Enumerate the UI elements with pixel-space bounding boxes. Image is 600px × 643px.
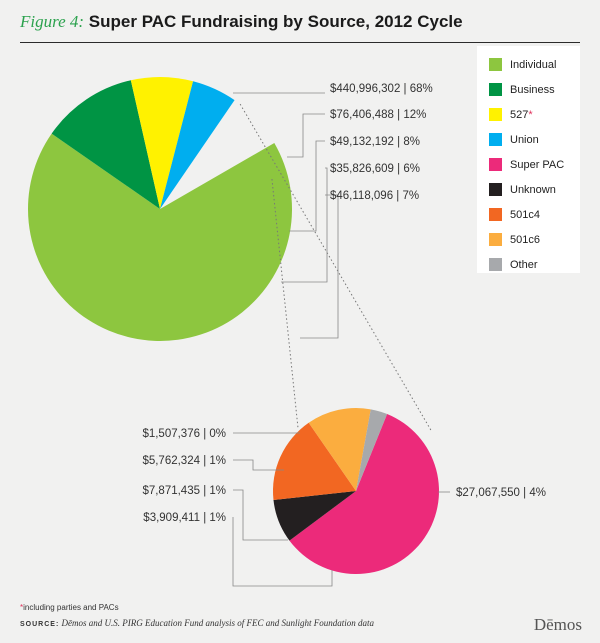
data-label: $76,406,488 | 12% [330, 109, 426, 121]
legend-swatch [489, 208, 502, 221]
leader-line [281, 167, 328, 283]
data-label: $3,909,411 | 1% [143, 512, 226, 524]
source-note: SOURCE: Dēmos and U.S. PIRG Education Fu… [20, 618, 374, 628]
pie-slice-union [160, 81, 235, 209]
data-label: $5,762,324 | 1% [142, 455, 226, 467]
leader-line [233, 489, 288, 541]
legend: Individual Business 527 * Union Super PAC Unkn… [477, 46, 580, 273]
legend-swatch [489, 183, 502, 196]
pie-slice-unknown [273, 491, 356, 541]
data-label: $35,826,609 | 6% [330, 163, 420, 175]
data-label: $27,067,550 | 4% [456, 487, 546, 499]
legend-label: 527 [510, 108, 529, 121]
legend-label: Individual [510, 58, 557, 71]
pie-slice-super-pac [289, 414, 440, 574]
chart-title: Super PAC Fundraising by Source, 2012 Cy… [88, 12, 463, 31]
leader-line [232, 517, 333, 587]
legend-swatch [489, 83, 502, 96]
leader-line [300, 194, 339, 339]
legend-item: Individual [489, 52, 580, 77]
data-label: $440,996,302 | 68% [330, 83, 433, 95]
source-key: SOURCE: [20, 621, 60, 628]
leader-line [233, 459, 284, 471]
legend-item: Business [489, 77, 580, 102]
leader-line [289, 140, 325, 232]
pie-slice-501c6 [308, 407, 371, 491]
legend-swatch [489, 258, 502, 271]
pie-slice-individual [28, 133, 293, 341]
pie-slice-527 [130, 76, 194, 209]
legend-label: Union [510, 133, 539, 146]
pie-slice-501c4 [272, 422, 356, 500]
legend-item: 501c6 [489, 227, 580, 252]
data-label: $1,507,376 | 0% [142, 428, 226, 440]
footnote-text: including parties and PACs [23, 603, 119, 612]
legend-item: Unknown [489, 177, 580, 202]
legend-label: 501c4 [510, 208, 540, 221]
legend-item: 501c4 [489, 202, 580, 227]
legend-footnote-mark: * [528, 108, 533, 121]
legend-swatch [489, 108, 502, 121]
footnote-mark: * [20, 603, 24, 612]
legend-label: Other [510, 258, 538, 271]
footnote: *including parties and PACs [20, 603, 119, 612]
data-label: $46,118,096 | 7% [330, 190, 419, 202]
legend-swatch [489, 58, 502, 71]
pie-slice-business [51, 80, 160, 209]
legend-label: 501c6 [510, 233, 540, 246]
legend-swatch [489, 158, 502, 171]
connector-line-left [271, 178, 299, 429]
legend-swatch [489, 133, 502, 146]
pie-slice-other [356, 409, 388, 491]
legend-item: Other [489, 252, 580, 277]
brand-logo: Dēmos [533, 615, 582, 634]
legend-item: 527 * [489, 102, 580, 127]
figure-heading: Figure 4: Super PAC Fundraising by Sourc… [20, 12, 463, 32]
legend-label: Unknown [510, 183, 556, 196]
data-label: $7,871,435 | 1% [142, 485, 226, 497]
figure-label: Figure 4: [20, 12, 85, 31]
data-label: $49,132,192 | 8% [330, 136, 420, 148]
legend-label: Business [510, 83, 555, 96]
legend-swatch [489, 233, 502, 246]
leader-line [287, 113, 325, 158]
source-text: Dēmos and U.S. PIRG Education Fund analy… [61, 618, 374, 628]
legend-label: Super PAC [510, 158, 565, 171]
connector-line-right [239, 103, 433, 433]
title-divider [20, 42, 580, 43]
legend-item: Union [489, 127, 580, 152]
legend-item: Super PAC [489, 152, 580, 177]
